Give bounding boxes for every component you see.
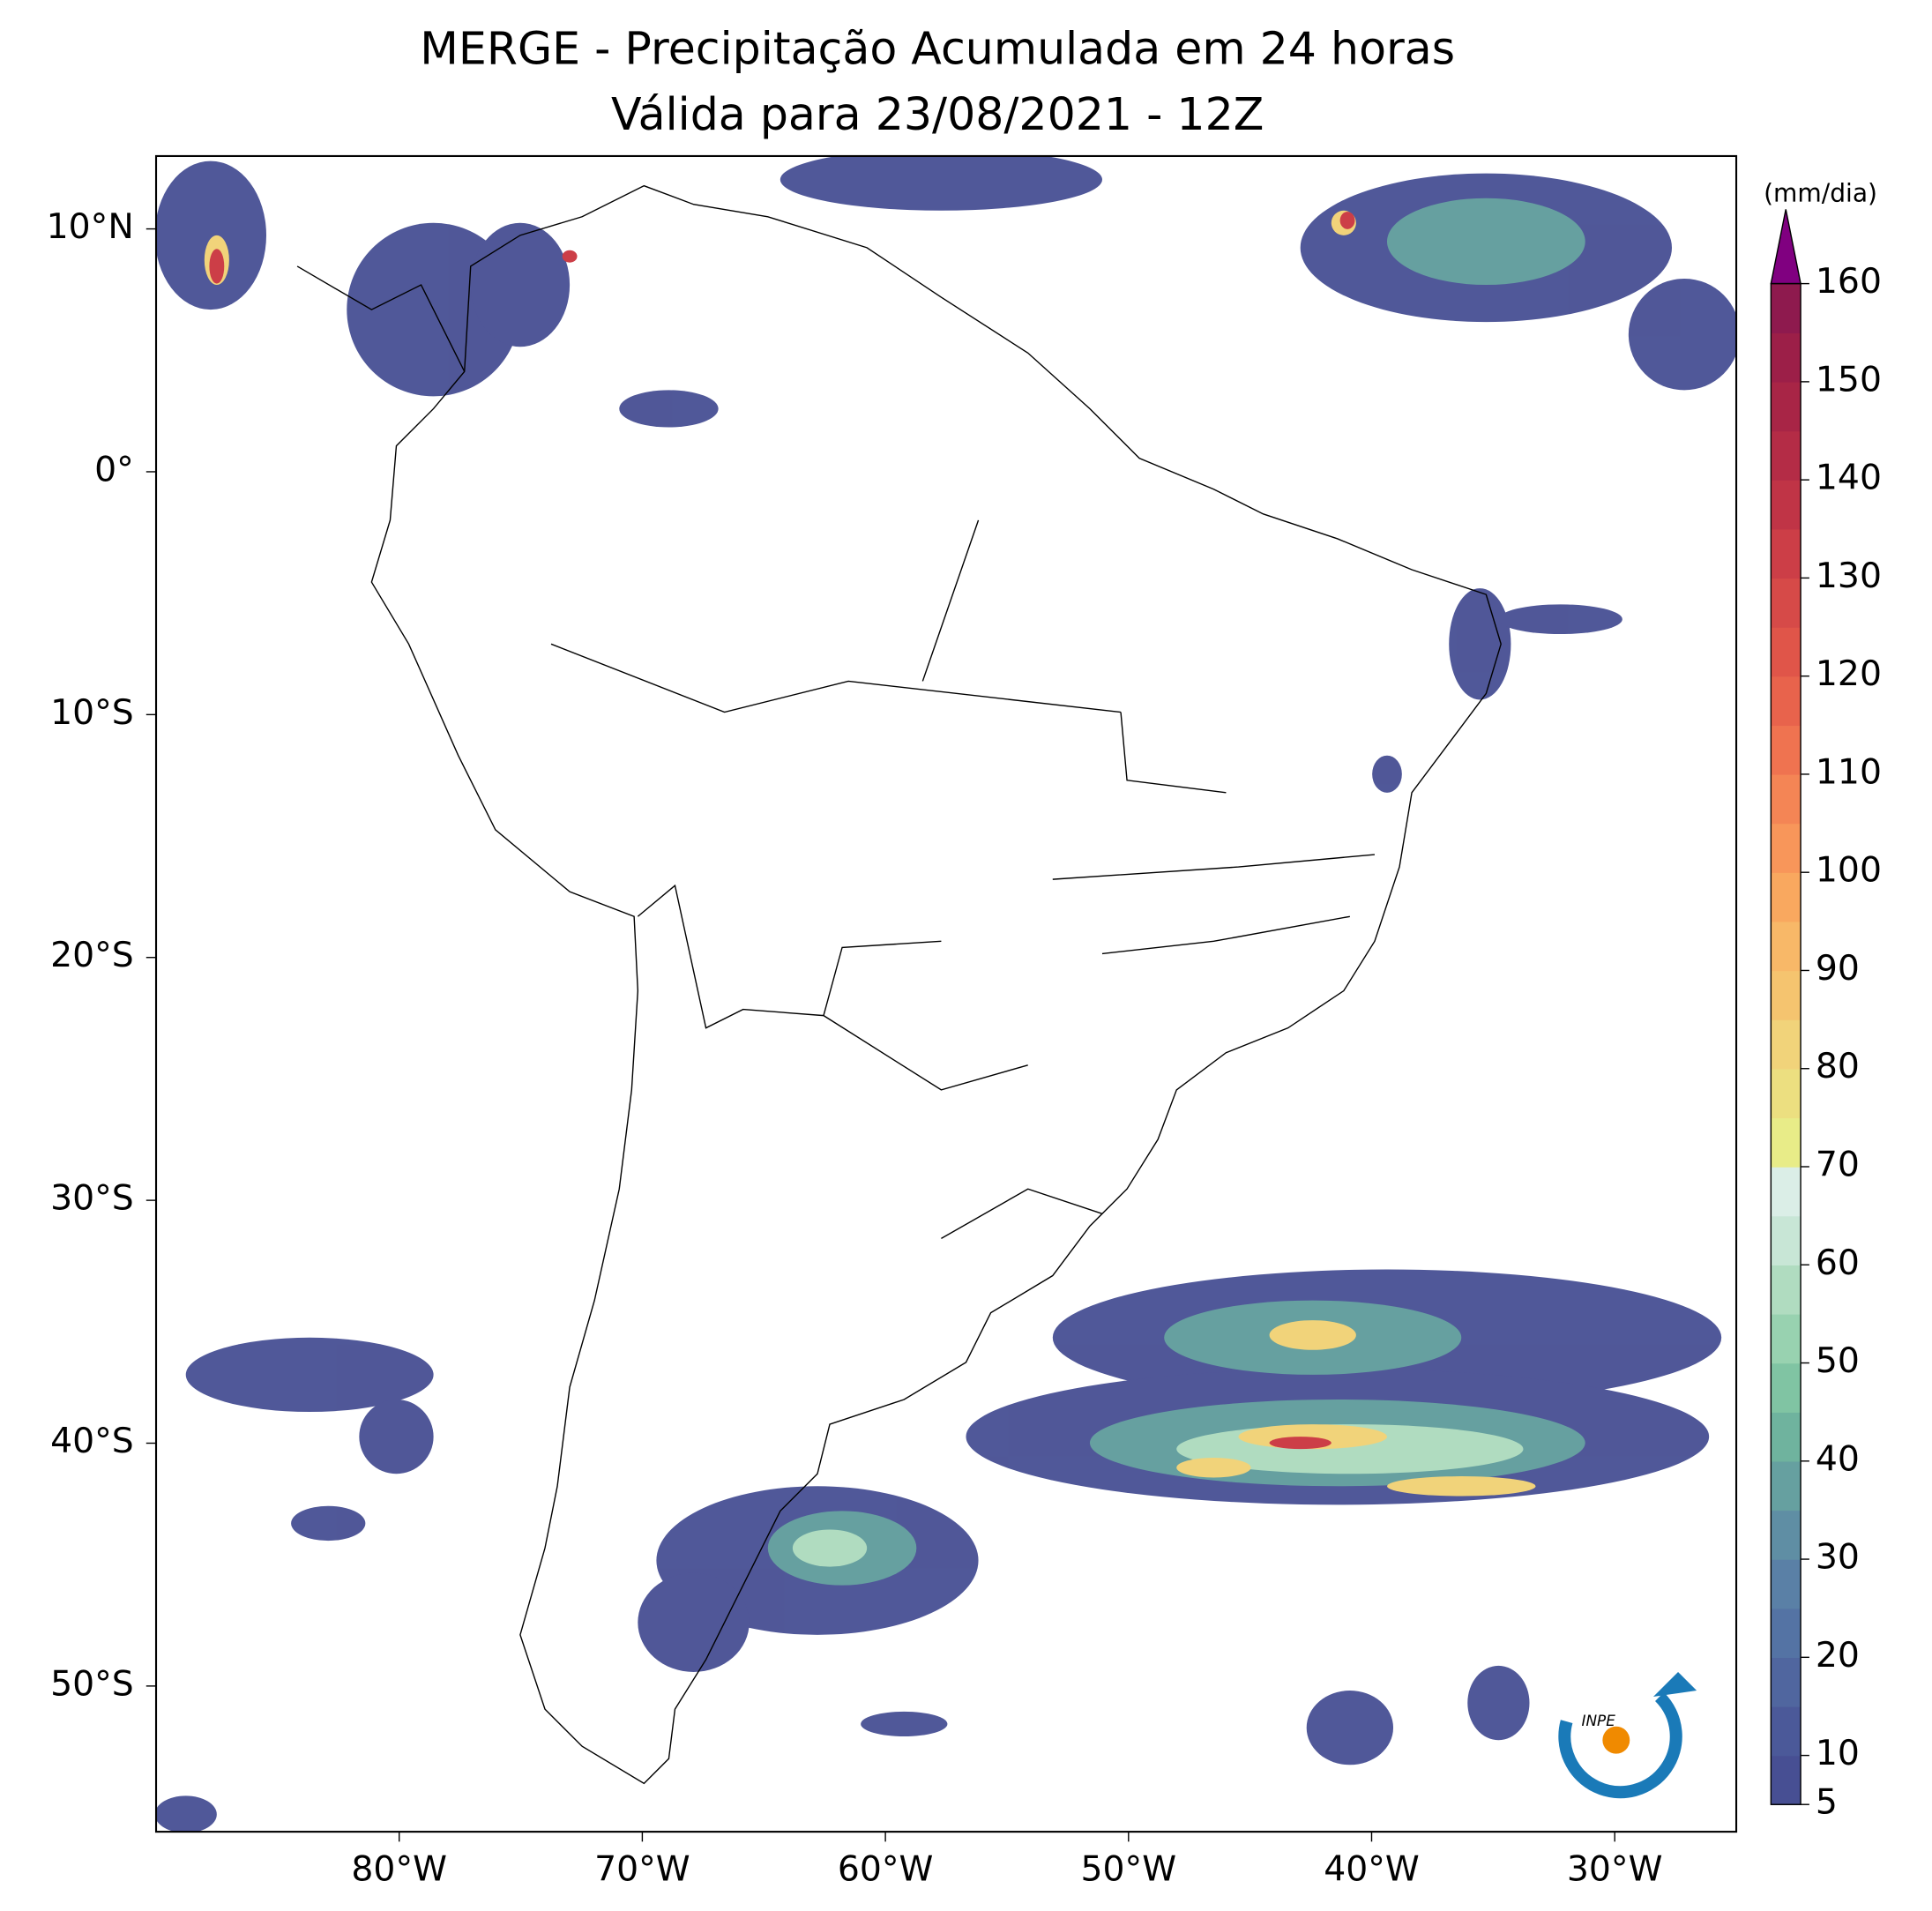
y-tick-label: 40°S: [50, 1422, 134, 1461]
y-tick-label: 10°S: [50, 693, 134, 733]
colorbar-tick-label: 90: [1816, 949, 1860, 989]
colorbar-band: [1771, 381, 1801, 432]
colorbar-band: [1771, 627, 1801, 677]
colorbar-tick-label: 40: [1816, 1439, 1860, 1479]
colorbar-tick-label: 30: [1816, 1538, 1860, 1578]
colorbar-band: [1771, 332, 1801, 383]
colorbar-frame: [1770, 282, 1801, 1805]
subtitle: Válida para 23/08/2021 - 12Z: [611, 88, 1264, 140]
colorbar-band: [1771, 1166, 1801, 1217]
colorbar-band: [1771, 1019, 1801, 1070]
colorbar-label: (mm/dia): [1764, 178, 1877, 207]
colorbar-band: [1771, 872, 1801, 922]
colorbar-band: [1771, 1706, 1801, 1757]
colorbar-band: [1771, 1215, 1801, 1265]
colorbar-band: [1771, 921, 1801, 972]
colorbar-tick-label: 160: [1816, 262, 1882, 302]
colorbar-band: [1771, 578, 1801, 628]
y-tick-label: 20°S: [50, 936, 134, 975]
colorbar-extend: [1770, 209, 1801, 285]
colorbar-band: [1771, 1117, 1801, 1168]
colorbar-tick-label: 60: [1816, 1243, 1860, 1283]
colorbar-tick-label: 5: [1816, 1783, 1838, 1823]
colorbar-band: [1771, 1657, 1801, 1707]
colorbar: (mm/dia): [1764, 178, 1877, 207]
colorbar-band: [1771, 1460, 1801, 1512]
colorbar-band: [1771, 823, 1801, 873]
colorbar-tick-label: 20: [1816, 1636, 1860, 1676]
colorbar-band: [1771, 1559, 1801, 1609]
colorbar-tick-label: 110: [1816, 752, 1882, 792]
colorbar-band: [1771, 1412, 1801, 1462]
title: MERGE - Precipitação Acumulada em 24 hor…: [420, 22, 1455, 74]
colorbar-band: [1771, 283, 1801, 333]
colorbar-band: [1771, 1265, 1801, 1315]
colorbar-band: [1771, 1362, 1801, 1413]
colorbar-band: [1771, 676, 1801, 727]
colorbar-tick-label: 80: [1816, 1047, 1860, 1086]
colorbar-band: [1771, 725, 1801, 775]
colorbar-band: [1771, 773, 1801, 825]
colorbar-band: [1771, 1068, 1801, 1119]
colorbar-band: [1771, 1755, 1801, 1805]
coastline: [296, 184, 1502, 1785]
y-tick-label: 30°S: [50, 1179, 134, 1219]
colorbar-tick-label: 140: [1816, 459, 1882, 498]
colorbar-tick-label: 70: [1816, 1145, 1860, 1184]
x-tick-label: 50°W: [1081, 1850, 1177, 1890]
map-frame: [154, 154, 1738, 1833]
x-tick-label: 70°W: [594, 1850, 690, 1890]
colorbar-tick-label: 120: [1816, 654, 1882, 694]
colorbar-band: [1771, 528, 1801, 579]
y-tick-label: 0°: [94, 450, 134, 489]
colorbar-band: [1771, 1313, 1801, 1364]
colorbar-tick-label: 100: [1816, 851, 1882, 891]
colorbar-band: [1771, 1510, 1801, 1560]
colorbar-band: [1771, 970, 1801, 1020]
colorbar-band: [1771, 430, 1801, 481]
precipitation-field: [156, 155, 1737, 1833]
inpe-logo: INPE: [1558, 1671, 1697, 1799]
svg-text:INPE: INPE: [1581, 1712, 1615, 1729]
y-tick-label: 10°N: [47, 207, 134, 247]
x-tick-label: 40°W: [1324, 1850, 1420, 1890]
colorbar-tick-label: 10: [1816, 1734, 1860, 1773]
colorbar-band: [1771, 480, 1801, 530]
x-tick-label: 60°W: [838, 1850, 934, 1890]
colorbar-tick-label: 50: [1816, 1341, 1860, 1381]
x-tick-label: 80°W: [351, 1850, 447, 1890]
colorbar-band: [1771, 1608, 1801, 1659]
colorbar-tick-label: 150: [1816, 360, 1882, 399]
x-tick-label: 30°W: [1567, 1850, 1663, 1890]
y-tick-label: 50°S: [50, 1664, 134, 1704]
colorbar-tick-label: 130: [1816, 556, 1882, 596]
